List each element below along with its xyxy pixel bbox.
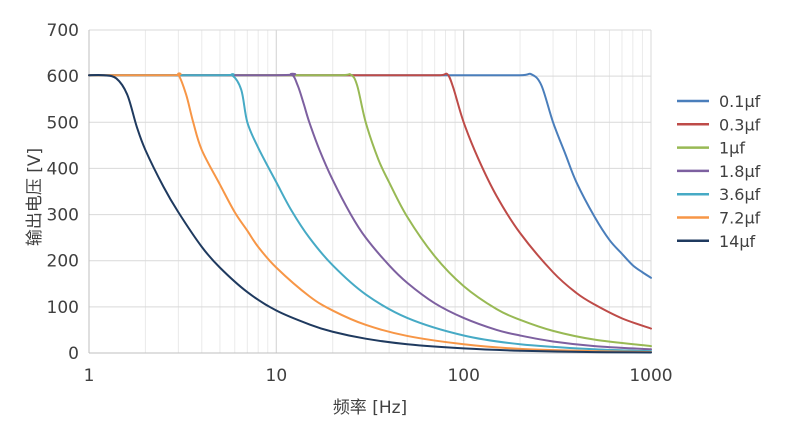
series-line-7.2μf <box>88 72 652 354</box>
legend-label: 0.1μf <box>719 92 761 111</box>
y-tick-label: 700 <box>47 21 79 41</box>
series-group <box>88 72 652 354</box>
legend-label: 1.8μf <box>719 162 761 181</box>
y-tick-label: 200 <box>47 252 79 272</box>
y-tick-label: 300 <box>47 206 79 226</box>
series-line-1.8μf <box>88 72 652 351</box>
series-line-0.1μf <box>88 72 652 279</box>
y-axis-title: 输出电压 [V] <box>25 148 45 246</box>
x-tick-label: 100 <box>447 366 479 386</box>
legend-label: 3.6μf <box>719 185 761 204</box>
legend-label: 0.3μf <box>719 115 761 134</box>
series-line-1μf <box>88 73 652 348</box>
legend: 0.1μf 0.3μf 1μf 1.8μf 3.6μf 7.2μf 14μf <box>677 92 761 251</box>
series-line-3.6μf <box>88 73 652 353</box>
series-line-14μf <box>88 73 652 354</box>
y-tick-label: 400 <box>47 159 79 179</box>
legend-label: 1μf <box>719 139 745 158</box>
legend-label: 14μf <box>719 232 756 251</box>
grid-lines <box>88 29 652 353</box>
y-tick-label: 500 <box>47 113 79 133</box>
x-axis-title: 频率 [Hz] <box>333 398 407 418</box>
series-line-0.3μf <box>88 72 652 330</box>
y-tick-label: 600 <box>47 67 79 87</box>
x-tick-label: 10 <box>266 366 288 386</box>
x-tick-labels: 1 10 100 1000 <box>84 366 673 386</box>
y-tick-label: 0 <box>68 344 79 364</box>
y-tick-labels: 0 100 200 300 400 500 600 700 <box>47 21 79 364</box>
legend-label: 7.2μf <box>719 209 761 228</box>
x-tick-label: 1 <box>84 366 95 386</box>
axes <box>88 30 651 354</box>
y-tick-label: 100 <box>47 298 79 318</box>
x-tick-label: 1000 <box>629 366 672 386</box>
